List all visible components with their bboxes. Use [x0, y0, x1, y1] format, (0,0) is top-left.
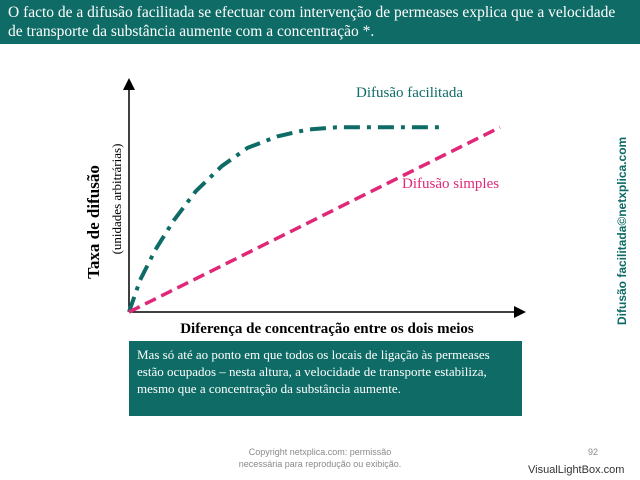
y-axis-sublabel: (unidades arbitrárias)	[109, 144, 124, 255]
diffusion-chart: Difusão facilitada Difusão simples Difer…	[84, 78, 526, 337]
x-axis-label: Diferença de concentração entre os dois …	[180, 321, 474, 337]
copyright-line-1: Copyright netxplica.com: permissão	[248, 447, 392, 457]
series-line-difusao-facilitada	[127, 125, 445, 313]
explanation-callout: Mas só até ao ponto em que todos os loca…	[129, 341, 522, 416]
watermark: VisualLightBox.com	[528, 464, 625, 476]
slide-title: O facto de a difusão facilitada se efect…	[0, 0, 640, 44]
series-label-difusao-facilitada: Difusão facilitada	[356, 85, 463, 101]
copyright-footer: Copyright netxplica.com: permissão neces…	[190, 446, 450, 470]
page-number: 92	[588, 447, 599, 457]
copyright-line-2: necessária para reprodução ou exibição.	[238, 459, 402, 469]
side-credit-label: Difusão facilitada©netxplica.com	[615, 136, 629, 325]
series-line-difusao-simples	[128, 125, 501, 314]
series-label-difusao-simples: Difusão simples	[402, 176, 499, 192]
y-axis-label: Taxa de difusão	[84, 165, 103, 279]
